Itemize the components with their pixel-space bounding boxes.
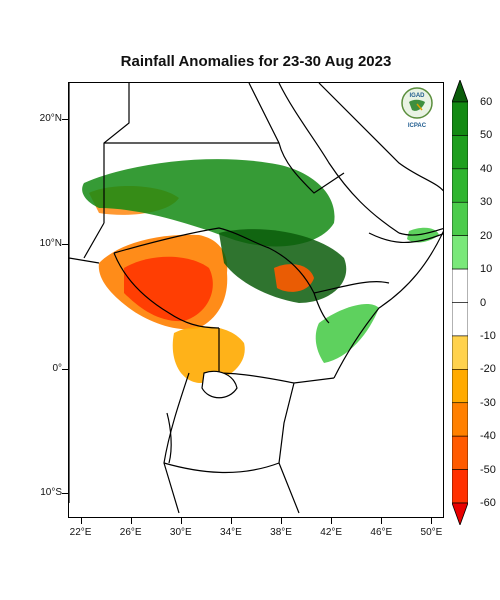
lon-tick-label: 50°E [420, 527, 443, 538]
colorbar-segment [452, 201, 468, 236]
colorbar-segment [452, 335, 468, 370]
igad-icpac-logo: IGAD ICPAC [398, 86, 436, 130]
lon-tick-label: 42°E [320, 527, 343, 538]
dry-anomaly-ethiopia [274, 264, 314, 292]
colorbar-bottom-triangle [452, 502, 468, 525]
lon-tick-label: 22°E [69, 527, 92, 538]
map-title: Rainfall Anomalies for 23-30 Aug 2023 [120, 53, 392, 70]
svg-text:ICPAC: ICPAC [408, 123, 427, 129]
country-borders [69, 83, 443, 514]
dry-anomaly-core [124, 256, 213, 322]
colorbar-segment [452, 135, 468, 170]
map-frame [68, 82, 444, 518]
colorbar-segment [452, 168, 468, 203]
colorbar-label: 0 [480, 296, 487, 309]
colorbar-top-triangle [452, 80, 468, 103]
colorbar-label: -10 [480, 329, 496, 342]
logo-emblem: IGAD ICPAC [401, 87, 433, 129]
colorbar-label: 10 [480, 263, 493, 276]
lat-tick-label: 20°N [39, 113, 62, 125]
colorbar-segment [452, 302, 468, 337]
dry-anomaly-uganda [172, 326, 245, 383]
lat-tick [62, 493, 68, 495]
colorbar-segment [452, 235, 468, 270]
colorbar-label: -50 [480, 463, 496, 476]
colorbar-label: -40 [480, 430, 496, 443]
colorbar-label: 40 [480, 162, 493, 175]
lat-tick-label: 10°N [39, 237, 62, 249]
colorbar-segment [452, 101, 468, 136]
lon-tick-label: 26°E [119, 527, 142, 538]
map-canvas [69, 83, 443, 514]
colorbar-label: -30 [480, 396, 496, 409]
colorbar-segment [452, 435, 468, 470]
svg-text:IGAD: IGAD [410, 93, 426, 99]
lat-tick [62, 243, 68, 245]
colorbar-segment [452, 268, 468, 303]
colorbar-label: 30 [480, 196, 493, 209]
lat-tick [62, 368, 68, 370]
lat-tick-label: 10°S [40, 487, 62, 499]
colorbar [452, 80, 468, 525]
anomaly-layer [82, 159, 439, 383]
lon-tick [381, 518, 383, 524]
wet-anomaly-somalia [407, 227, 439, 243]
lon-tick-label: 30°E [169, 527, 192, 538]
colorbar-label: -20 [480, 363, 496, 376]
lon-tick [130, 518, 132, 524]
wet-anomaly-kenya [315, 303, 379, 363]
colorbar-segment [452, 402, 468, 437]
colorbar-label: 20 [480, 229, 493, 242]
colorbar-segment [452, 469, 468, 504]
lat-tick [62, 119, 68, 121]
lon-tick-label: 46°E [370, 527, 393, 538]
lon-tick-label: 38°E [270, 527, 292, 538]
colorbar-label: 60 [480, 96, 493, 108]
lat-tick-label: 0° [52, 362, 62, 374]
lon-tick [281, 518, 283, 524]
lon-tick [180, 518, 182, 524]
lon-tick [331, 518, 333, 524]
colorbar-label: -60 [480, 497, 496, 509]
colorbar-segment [452, 369, 468, 404]
lon-tick-label: 34°E [220, 527, 242, 538]
colorbar-label: 50 [480, 129, 493, 142]
lon-tick [80, 518, 82, 524]
wet-anomaly-sudan [82, 159, 335, 247]
lon-tick [431, 518, 433, 524]
lon-tick [230, 518, 232, 524]
